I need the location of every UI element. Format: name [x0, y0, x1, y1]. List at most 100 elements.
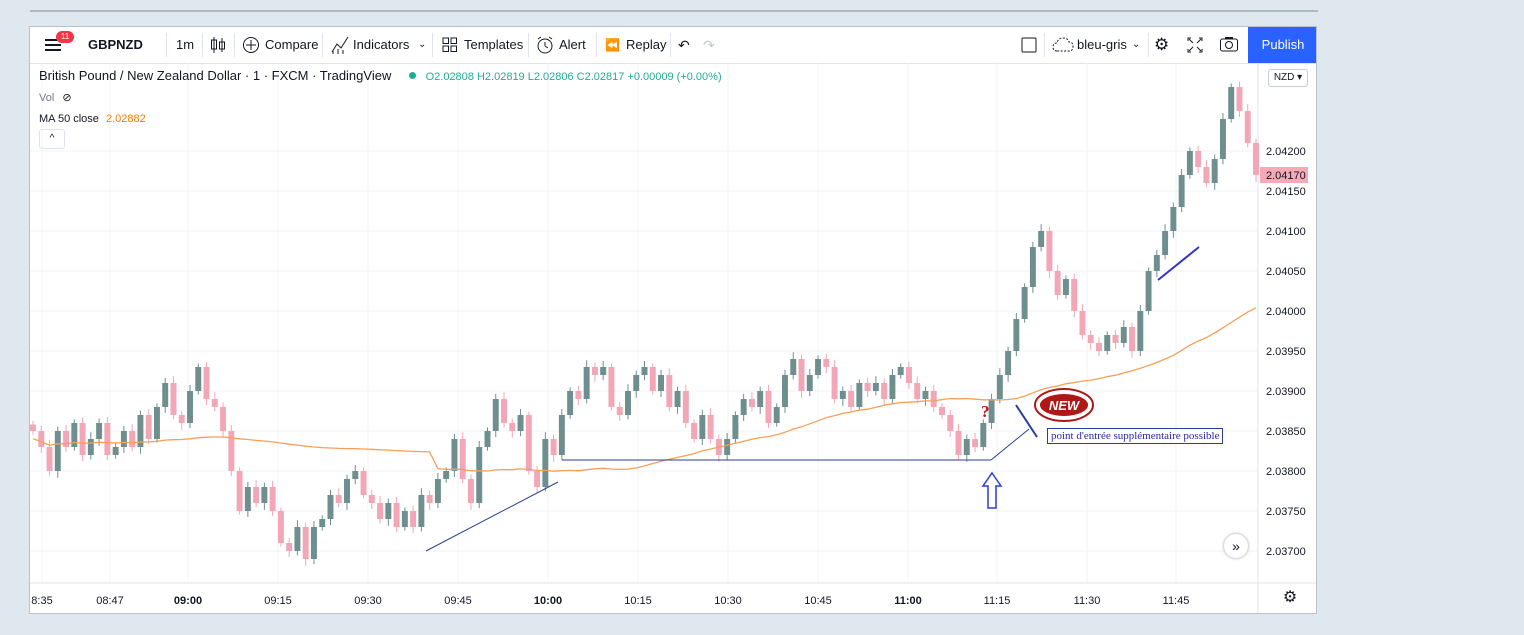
last-price-label: 2.04170	[1266, 170, 1306, 182]
axis-settings-gear-icon[interactable]: ⚙	[1282, 589, 1298, 606]
candle-body	[170, 383, 177, 415]
expand-icon[interactable]	[1187, 27, 1205, 63]
candle-body	[939, 407, 945, 415]
volume-legend[interactable]: Vol ⊘	[39, 91, 72, 104]
candle-body	[87, 439, 94, 455]
candle-body	[492, 399, 499, 431]
toolbar-divider	[234, 33, 235, 57]
currency-selector[interactable]: NZD ▾	[1268, 69, 1308, 87]
candle-body	[467, 479, 474, 503]
y-tick-label: 2.04200	[1266, 146, 1306, 158]
rewind-icon[interactable]: ⏪	[605, 38, 620, 52]
candle-body	[740, 399, 747, 415]
cloud-icon[interactable]	[1052, 27, 1074, 63]
trend-line	[425, 481, 559, 552]
x-tick-label: 09:00	[174, 595, 202, 607]
candle-body	[798, 359, 805, 391]
candle-body	[385, 503, 392, 519]
candle-body	[1145, 271, 1152, 311]
candle-body	[294, 527, 301, 551]
alert-button[interactable]: Alert	[559, 37, 586, 52]
indicators-icon[interactable]	[331, 27, 351, 63]
candle-body	[451, 439, 458, 471]
candle-body	[872, 383, 879, 391]
x-tick-label: 09:15	[264, 595, 292, 607]
chart-legend: British Pound / New Zealand Dollar · 1 ·…	[39, 68, 722, 83]
layout-name-button[interactable]: bleu-gris	[1077, 37, 1127, 52]
top-divider	[30, 10, 1318, 12]
candle-body	[1219, 119, 1226, 159]
candle-body	[377, 503, 384, 519]
candle-body	[633, 375, 640, 391]
candle-body	[1170, 207, 1177, 231]
chevron-down-icon[interactable]: ⌄	[418, 39, 427, 50]
candle-body	[1087, 335, 1094, 343]
ma-label: MA 50 close	[39, 113, 99, 125]
candle-body	[1129, 327, 1136, 351]
price-chart[interactable]: 2.04200 2.04150 2.04100 2.04050 2.04000 2.039…	[30, 27, 1317, 614]
interval-button[interactable]: 1m	[176, 37, 195, 52]
fullscreen-square-icon[interactable]	[1020, 27, 1038, 63]
candle-body	[344, 479, 350, 503]
candle-body	[1178, 175, 1185, 207]
redo-icon[interactable]: ↷	[703, 37, 715, 53]
x-tick-label: 10:30	[714, 595, 742, 607]
scroll-to-realtime-button[interactable]: »	[1224, 534, 1248, 558]
candle-body	[782, 375, 788, 407]
candle-body	[575, 391, 582, 399]
trend-line	[1157, 246, 1200, 281]
candle-body	[120, 431, 127, 447]
y-tick-label: 2.04000	[1266, 306, 1306, 318]
candle-body	[963, 439, 970, 455]
ma-value: 2.02882	[105, 113, 146, 125]
candle-body	[79, 423, 86, 455]
candle-body	[848, 391, 855, 407]
menu-icon[interactable]	[44, 27, 66, 63]
gear-icon[interactable]: ⚙	[1154, 35, 1170, 54]
candles	[30, 81, 1259, 566]
indicators-button[interactable]: Indicators	[353, 37, 410, 52]
candle-body	[1137, 311, 1144, 351]
last-price-box	[1260, 167, 1308, 183]
toolbar-divider	[528, 33, 529, 57]
symbol-search-button[interactable]: GBPNZD	[88, 37, 143, 52]
toolbar-divider	[1148, 33, 1149, 57]
candle-body	[1054, 271, 1061, 295]
candle-body	[1195, 151, 1202, 167]
candle-body	[393, 503, 400, 527]
x-tick-label: 10:15	[624, 595, 652, 607]
publish-button[interactable]: Publish	[1248, 27, 1316, 63]
candle-body	[426, 495, 433, 503]
plus-circle-icon[interactable]	[242, 27, 262, 63]
templates-icon[interactable]	[442, 27, 460, 63]
symbol-title[interactable]: British Pound / New Zealand Dollar · 1 ·…	[39, 68, 392, 83]
camera-icon[interactable]	[1219, 27, 1239, 63]
collapse-legend-button[interactable]: ^	[39, 129, 65, 149]
candle-body	[228, 431, 235, 471]
candle-body	[591, 367, 598, 375]
candle-body	[790, 359, 797, 375]
candle-body	[905, 367, 912, 383]
candle-body	[1104, 335, 1111, 351]
candle-body	[476, 447, 483, 503]
replay-button[interactable]: Replay	[626, 37, 667, 52]
eye-off-icon[interactable]: ⊘	[62, 92, 72, 104]
candle-body	[748, 399, 755, 407]
compare-button[interactable]: Compare	[265, 37, 319, 52]
candle-body	[831, 367, 838, 399]
candle-body	[1112, 335, 1119, 343]
alarm-clock-icon[interactable]	[536, 27, 556, 63]
candle-body	[922, 391, 929, 399]
candle-body	[401, 511, 408, 527]
question-mark: ?	[981, 402, 990, 421]
candle-body	[153, 407, 160, 439]
candle-style-icon[interactable]	[210, 27, 228, 63]
templates-button[interactable]: Templates	[464, 37, 524, 52]
candle-body	[286, 543, 293, 551]
candle-body	[1211, 159, 1218, 183]
candle-body	[542, 439, 549, 487]
ma-legend[interactable]: MA 50 close 2.02882	[39, 113, 146, 125]
candle-body	[46, 447, 53, 471]
undo-icon[interactable]: ↶	[678, 37, 690, 53]
chevron-down-icon[interactable]: ⌄	[1132, 39, 1141, 50]
